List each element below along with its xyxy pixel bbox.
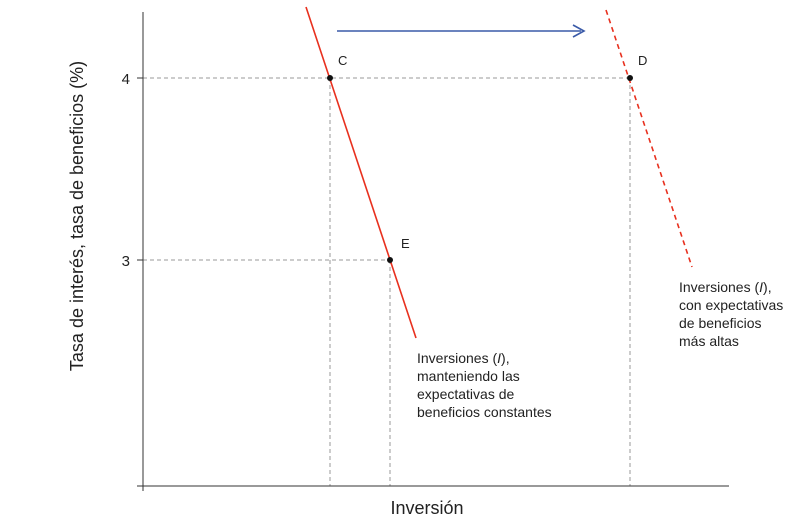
shift-arrow [337, 24, 586, 38]
curves [305, 6, 693, 339]
axes: 4 3 Inversión Tasa de interés, tasa de b… [67, 12, 729, 518]
point-label-e: E [401, 236, 410, 251]
y-tick-label-3: 3 [122, 253, 130, 270]
guide-lines [143, 77, 631, 486]
annotation-line: con expectativas [679, 297, 783, 313]
annotation-line: expectativas de [417, 386, 514, 402]
annotation-line: de beneficios [679, 315, 762, 331]
annotation-line: Inversiones (I), [417, 350, 510, 366]
annotation-line: beneficios constantes [417, 404, 552, 420]
shift-arrow-head [572, 24, 586, 38]
annotation-line: manteniendo las [417, 368, 520, 384]
y-tick-label-4: 4 [122, 71, 130, 88]
point-e [387, 257, 393, 263]
point-d [627, 75, 633, 81]
curve-label-constant: Inversiones (I), manteniendo las expectati… [417, 350, 552, 420]
point-c [327, 75, 333, 81]
x-axis-label: Inversión [390, 498, 463, 518]
annotation-line: Inversiones (I), [679, 279, 772, 295]
investment-curve-constant [305, 6, 417, 339]
point-label-c: C [338, 53, 347, 68]
investment-curve-higher [605, 9, 693, 268]
annotation-line: más altas [679, 333, 739, 349]
annotations: Inversiones (I), manteniendo las expectati… [417, 279, 783, 420]
point-label-d: D [638, 53, 647, 68]
points: C D E [327, 53, 647, 263]
y-axis-label: Tasa de interés, tasa de beneficios (%) [67, 61, 87, 371]
annotation-italic: I [759, 279, 763, 295]
annotation-italic: I [497, 350, 501, 366]
curve-label-higher: Inversiones (I), con expectativas de benef… [679, 279, 783, 349]
